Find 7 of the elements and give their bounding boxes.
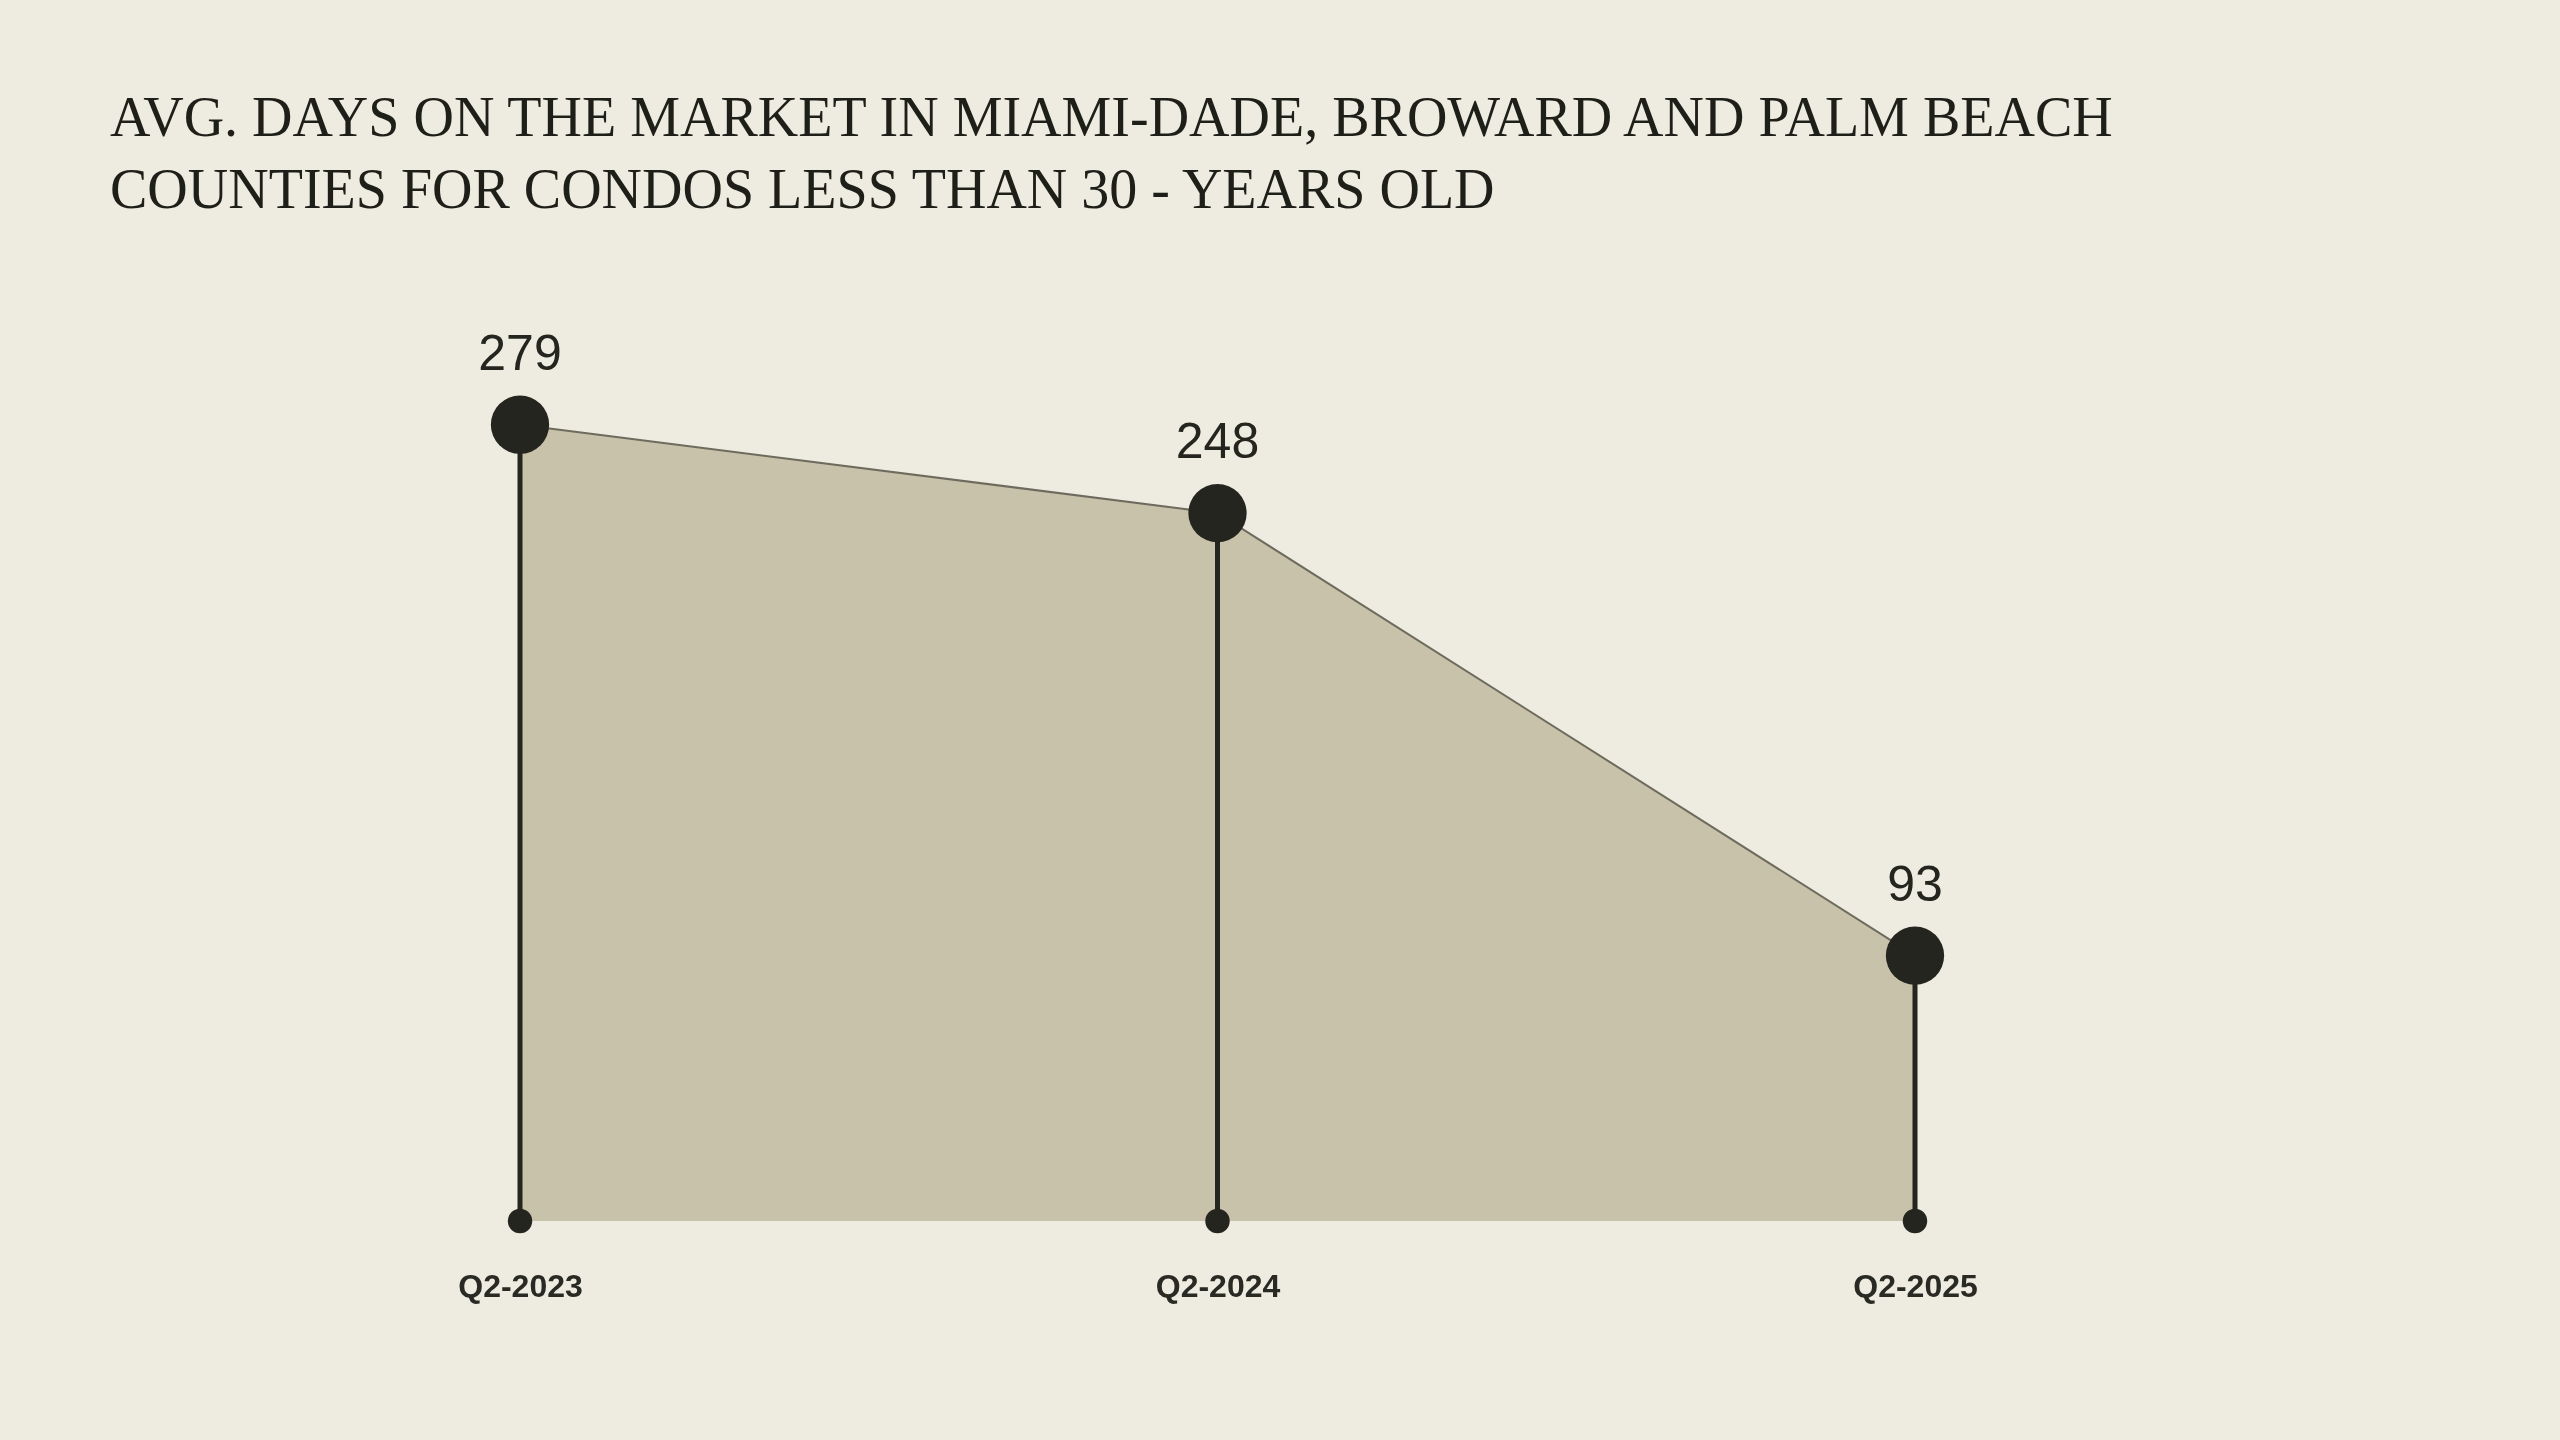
data-label: 93 bbox=[1887, 855, 1943, 912]
x-tick-label: Q2-2023 bbox=[458, 1267, 583, 1304]
x-tick-label: Q2-2025 bbox=[1853, 1267, 1978, 1304]
data-label: 248 bbox=[1175, 413, 1260, 470]
chart-title: AVG. DAYS ON THE MARKET IN MIAMI-DADE, BROWARD AND PALM BEACH COUNTIES FOR CONDOS LESS THAN 30 - YEARS OLD bbox=[110, 85, 2113, 220]
x-tick-label: Q2-2024 bbox=[1155, 1267, 1281, 1304]
data-label: 279 bbox=[478, 324, 562, 381]
